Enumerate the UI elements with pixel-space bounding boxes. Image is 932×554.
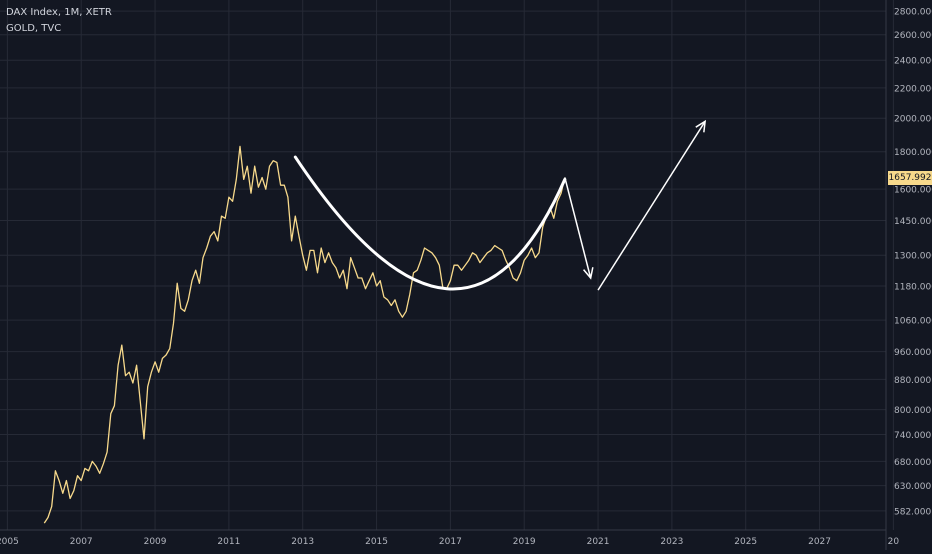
- price-tick-label: 2600.000: [894, 31, 932, 41]
- arrow-head: [582, 267, 594, 280]
- arrow-line-drawing[interactable]: [564, 177, 592, 279]
- price-tick-label: 2200.000: [894, 84, 932, 94]
- price-tick-label: 960.000: [894, 348, 931, 358]
- arrow-line-drawing[interactable]: [597, 120, 706, 291]
- cup-curve-drawing[interactable]: [293, 155, 567, 291]
- time-tick-label: 2009: [144, 537, 167, 547]
- time-tick-label: 2013: [291, 537, 314, 547]
- legend: DAX Index, 1M, XETR GOLD, TVC: [6, 5, 112, 37]
- price-tick-label: 630.000: [894, 482, 931, 492]
- time-tick-label: 20: [888, 537, 900, 547]
- overlay-symbol-label[interactable]: GOLD, TVC: [6, 23, 62, 34]
- current-price-tag: 1657.992: [888, 170, 932, 185]
- grid-lines: [0, 0, 894, 530]
- time-tick-label: 2017: [439, 537, 462, 547]
- time-tick-label: 2011: [217, 537, 240, 547]
- price-tick-label: 880.000: [894, 376, 931, 386]
- time-tick-label: 2025: [734, 537, 757, 547]
- main-symbol-label[interactable]: DAX Index, 1M, XETR: [6, 7, 112, 18]
- price-tick-label: 1450.000: [894, 217, 932, 227]
- drawings-layer[interactable]: [293, 119, 707, 291]
- time-tick-label: 2007: [70, 537, 93, 547]
- price-tick-label: 740.000: [894, 431, 931, 441]
- time-axis[interactable]: 2005 2007 2009 2011 2013 2015 2017 2019 2021 2023…: [0, 529, 900, 547]
- time-tick-label: 2021: [587, 537, 610, 547]
- time-tick-label: 2027: [808, 537, 831, 547]
- time-tick-label: 2015: [365, 537, 388, 547]
- arrow-head: [695, 119, 707, 133]
- price-tick-label: 582.000: [894, 507, 931, 517]
- series-layer: [43, 145, 566, 524]
- price-tick-label: 2400.000: [894, 57, 932, 67]
- time-tick-label: 2005: [0, 537, 19, 547]
- price-tick-label: 1600.000: [894, 186, 932, 196]
- price-tick-label: 1300.000: [894, 252, 932, 262]
- price-tick-label: 680.000: [894, 458, 931, 468]
- price-tick-label: 1180.000: [894, 283, 932, 293]
- time-tick-label: 2023: [660, 537, 683, 547]
- price-tick-label: 1800.000: [894, 148, 932, 158]
- price-tick-label: 1060.000: [894, 317, 932, 327]
- price-axis[interactable]: 2800.000 2600.000 2400.000 2200.000 2000.000…: [885, 0, 932, 550]
- price-tick-label: 2800.000: [894, 8, 932, 18]
- price-tick-label: 800.000: [894, 406, 931, 416]
- price-tick-label: 2000.000: [894, 115, 932, 125]
- gold-price-line: [43, 145, 566, 524]
- time-tick-label: 2019: [513, 537, 536, 547]
